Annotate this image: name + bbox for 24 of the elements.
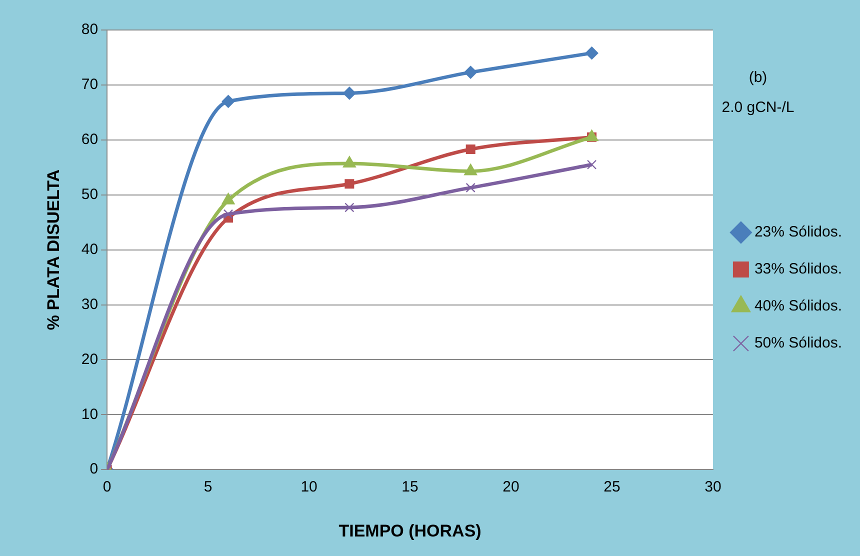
y-tick-label: 0 <box>90 460 98 478</box>
y-tick-label: 80 <box>81 21 98 38</box>
legend-label: 40% Sólidos. <box>754 298 842 315</box>
text: (b) <box>748 69 768 86</box>
y-tick-label: 70 <box>81 76 98 94</box>
y-tick-label: 30 <box>81 296 98 313</box>
x-axis-title: TIEMPO (HORAS) <box>338 521 482 540</box>
y-tick-label: 50 <box>81 186 98 203</box>
y-axis-title: % PLATA DISUELTA <box>44 170 63 330</box>
y-tick-label: 60 <box>81 131 98 148</box>
y-tick-label: 10 <box>81 406 98 423</box>
legend-label: 33% Sólidos. <box>754 260 842 278</box>
x-tick-label: 15 <box>402 478 418 496</box>
text: 2.0 gCN-/L <box>722 99 794 116</box>
y-tick-label: 40 <box>81 240 98 258</box>
x-tick-label: 20 <box>502 478 520 496</box>
x-tick-label: 25 <box>604 478 620 496</box>
x-tick-label: 0 <box>102 478 112 496</box>
x-tick-label: 5 <box>204 478 212 496</box>
x-tick-label: 10 <box>300 478 318 496</box>
legend-label: 23% Sólidos. <box>754 224 842 241</box>
legend-label: 50% Sólidos. <box>754 334 842 352</box>
x-tick-label: 30 <box>704 478 722 496</box>
y-tick-label: 20 <box>81 350 98 368</box>
